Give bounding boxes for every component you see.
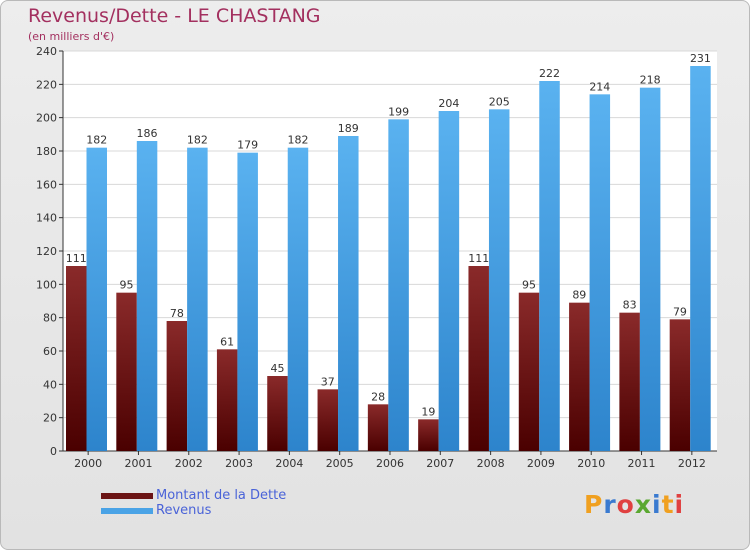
chart-subtitle: (en milliers d'€) (28, 30, 115, 43)
logo-letter: x (634, 490, 652, 519)
y-tick-label: 180 (36, 145, 57, 158)
data-label-revenus: 182 (287, 134, 308, 147)
y-tick-label: 0 (50, 445, 57, 458)
logo-letter: r (603, 490, 617, 519)
data-label-dette: 45 (270, 362, 284, 375)
legend-item-dette: Montant de la Dette (101, 488, 286, 503)
logo-letter: o (616, 490, 635, 519)
data-label-dette: 28 (371, 390, 385, 403)
data-label-dette: 83 (623, 299, 637, 312)
x-tick-label: 2009 (527, 457, 555, 470)
bar-revenus (388, 119, 409, 451)
bar-dette (518, 292, 540, 451)
x-tick-label: 2000 (74, 457, 102, 470)
x-tick-label: 2010 (577, 457, 605, 470)
legend-swatch-dette (101, 492, 153, 499)
data-label-revenus: 189 (338, 122, 359, 135)
logo-letter: P (584, 490, 604, 519)
bar-dette (317, 389, 339, 451)
y-tick-label: 100 (36, 278, 57, 291)
x-tick-label: 2001 (124, 457, 152, 470)
bar-dette (216, 349, 238, 451)
legend-item-revenus: Revenus (101, 503, 211, 518)
data-label-dette: 37 (321, 375, 335, 388)
data-label-dette: 95 (120, 279, 134, 292)
x-tick-label: 2002 (175, 457, 203, 470)
x-tick-label: 2006 (376, 457, 404, 470)
y-tick-label: 40 (43, 378, 57, 391)
bar-dette (619, 312, 640, 451)
x-tick-label: 2003 (225, 457, 253, 470)
data-label-dette: 79 (673, 305, 687, 318)
x-tick-label: 2005 (326, 457, 354, 470)
legend-label-dette: Montant de la Dette (156, 488, 287, 503)
y-tick-label: 120 (36, 245, 57, 258)
bar-dette (116, 292, 137, 451)
bar-dette (418, 419, 439, 451)
x-tick-label: 2008 (477, 457, 505, 470)
data-label-revenus: 218 (640, 74, 661, 87)
data-label-dette: 89 (572, 289, 586, 302)
bar-revenus (237, 152, 258, 451)
x-tick-label: 2007 (426, 457, 454, 470)
bar-revenus (438, 111, 460, 451)
proxiti-logo: Proxiti (584, 490, 684, 519)
data-label-revenus: 199 (388, 105, 409, 118)
data-label-revenus: 222 (539, 67, 560, 80)
bar-revenus (287, 147, 309, 451)
bar-revenus (589, 94, 611, 451)
y-tick-label: 240 (36, 45, 57, 58)
y-tick-label: 80 (43, 312, 57, 325)
bar-revenus (86, 147, 107, 451)
bar-revenus (338, 136, 359, 451)
bar-dette (569, 302, 590, 451)
logo-letter: i (652, 490, 662, 519)
data-label-revenus: 205 (489, 95, 510, 108)
chart-title: Revenus/Dette - LE CHASTANG (28, 5, 321, 27)
bar-revenus (136, 141, 158, 451)
bar-revenus (539, 81, 560, 451)
bar-revenus (690, 66, 711, 451)
y-tick-label: 200 (36, 112, 57, 125)
logo-letter: i (674, 490, 685, 519)
y-tick-label: 20 (43, 412, 57, 425)
bar-revenus (187, 147, 208, 451)
legend-label-revenus: Revenus (156, 503, 212, 518)
data-label-revenus: 182 (86, 134, 107, 147)
data-label-dette: 111 (66, 252, 87, 265)
bar-dette (669, 319, 691, 451)
bar-dette (367, 404, 389, 451)
x-tick-label: 2011 (628, 457, 656, 470)
bar-dette (166, 321, 188, 451)
legend-swatch-revenus (101, 507, 153, 514)
data-label-dette: 19 (421, 405, 435, 418)
data-label-revenus: 182 (187, 134, 208, 147)
data-label-revenus: 186 (137, 127, 158, 140)
logo-letter: t (661, 490, 675, 519)
bar-dette (468, 266, 489, 451)
data-label-dette: 78 (170, 307, 184, 320)
bar-dette (66, 266, 87, 451)
y-tick-label: 140 (36, 212, 57, 225)
data-label-revenus: 204 (438, 97, 459, 110)
bar-revenus (488, 109, 510, 451)
data-label-dette: 61 (220, 335, 234, 348)
y-tick-label: 220 (36, 78, 57, 91)
data-label-dette: 111 (468, 252, 489, 265)
data-label-revenus: 179 (237, 139, 258, 152)
bar-revenus (639, 87, 661, 452)
x-tick-label: 2012 (678, 457, 706, 470)
bar-dette (267, 376, 288, 451)
data-label-revenus: 231 (690, 52, 711, 65)
x-tick-label: 2004 (275, 457, 303, 470)
data-label-revenus: 214 (589, 80, 610, 93)
y-tick-label: 160 (36, 178, 57, 191)
data-label-dette: 95 (522, 279, 536, 292)
y-tick-label: 60 (43, 345, 57, 358)
